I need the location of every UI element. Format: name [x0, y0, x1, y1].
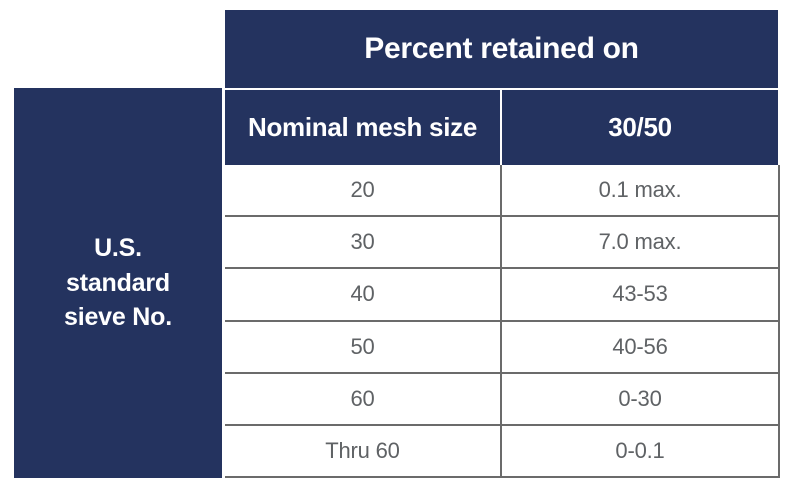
table-body: 20 0.1 max. 30 7.0 max. 40 43-53 50 40-5…: [225, 165, 780, 478]
row-group-header-line-2: standard: [66, 268, 170, 297]
retained-cell-row-6: 0-0.1: [502, 426, 778, 478]
mesh-cell-row-5: 60: [225, 373, 502, 426]
retained-cell-row-4: 40-56: [502, 322, 778, 374]
retained-cell-row-3: 43-53: [502, 269, 778, 322]
top-header-label: Percent retained on: [364, 32, 639, 65]
table-header-percent-retained: Percent retained on: [225, 10, 778, 88]
mesh-cell-row-6: Thru 60: [225, 425, 502, 478]
mesh-cell-row-2: 30: [225, 217, 502, 270]
row-group-header-line-1: U.S.: [94, 234, 142, 263]
mesh-cell-row-1: 20: [225, 165, 502, 218]
mesh-cell-row-3: 40: [225, 269, 502, 322]
retained-cell-row-5: 0-30: [502, 374, 778, 426]
row-group-header-line-3: sieve No.: [64, 303, 172, 332]
column-header-nominal-mesh-size: Nominal mesh size: [225, 90, 500, 165]
column-header-divider: [500, 90, 502, 165]
mesh-cell-row-4: 50: [225, 321, 502, 374]
row-group-header: U.S. standard sieve No.: [14, 88, 222, 478]
column-header-row: Nominal mesh size 30/50: [225, 90, 778, 165]
retained-cell-row-1: 0.1 max.: [502, 165, 778, 218]
row-group-header-label: U.S. standard sieve No.: [64, 231, 172, 335]
retained-cell-row-2: 7.0 max.: [502, 217, 778, 270]
column-header-30-50: 30/50: [502, 90, 778, 165]
